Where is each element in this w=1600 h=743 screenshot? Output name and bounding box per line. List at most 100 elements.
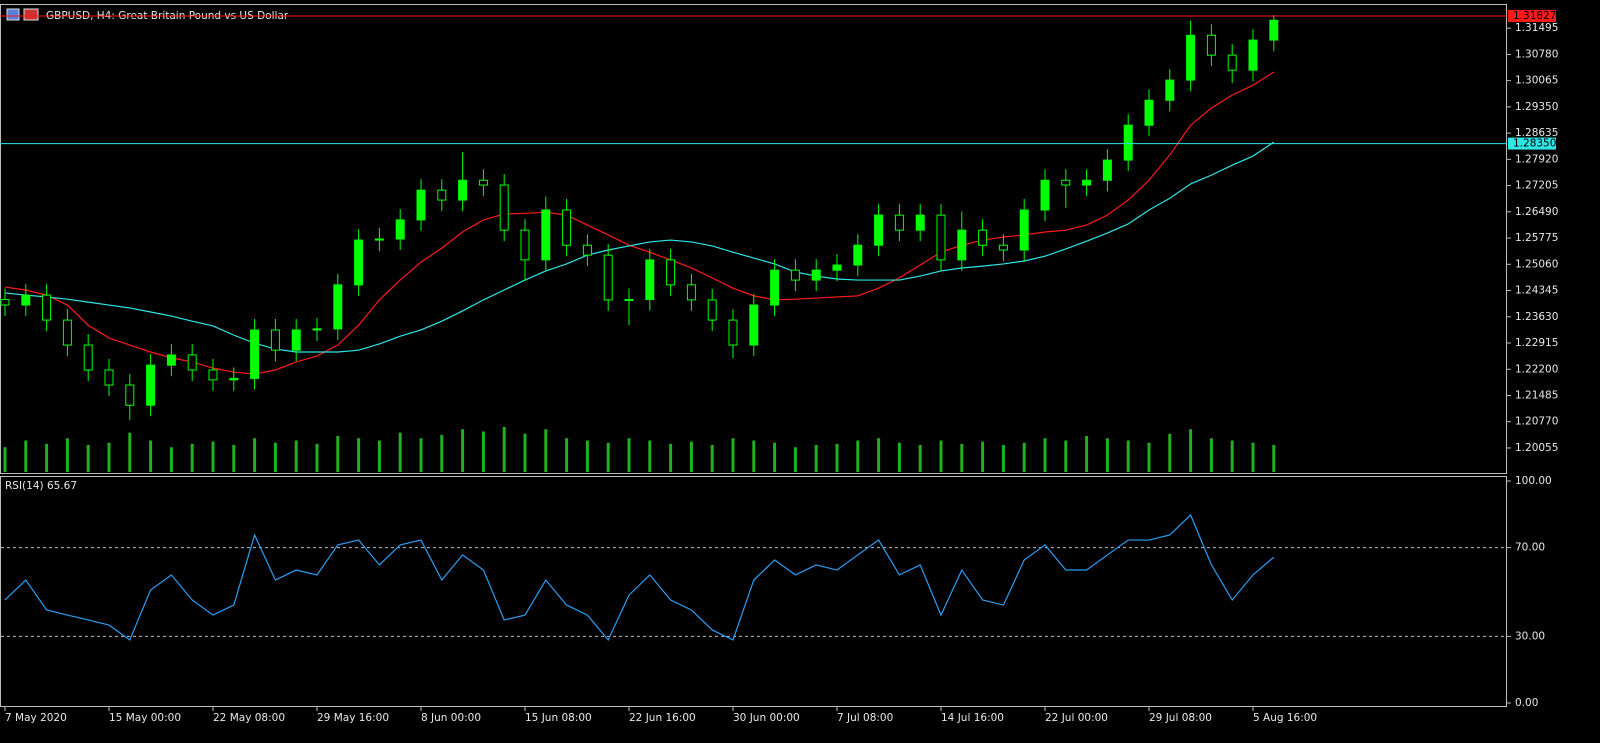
volume-bar bbox=[357, 438, 361, 472]
icon-window bbox=[6, 8, 20, 21]
volume-bar bbox=[648, 440, 652, 472]
x-tick-label: 8 Jun 00:00 bbox=[421, 712, 481, 724]
volume-bar bbox=[1001, 445, 1005, 472]
price-level-box bbox=[1508, 9, 1556, 22]
volume-bar bbox=[169, 447, 173, 472]
volume-bar bbox=[1168, 433, 1172, 472]
candle-body bbox=[686, 284, 696, 301]
volume-bar bbox=[773, 442, 777, 472]
candle-body bbox=[1206, 34, 1216, 56]
x-tick-label: 22 May 08:00 bbox=[213, 712, 285, 724]
candle-body bbox=[125, 384, 135, 406]
y-tick-label: 1.27920 bbox=[1515, 153, 1558, 165]
candle-body bbox=[395, 219, 405, 240]
volume-bar bbox=[981, 441, 985, 472]
volume-bar bbox=[253, 438, 257, 472]
candle-body bbox=[707, 299, 717, 321]
x-tick-label: 7 May 2020 bbox=[5, 712, 67, 724]
volume-bar bbox=[814, 445, 818, 472]
volume-bar bbox=[1022, 442, 1026, 472]
volume-bar bbox=[440, 434, 444, 472]
volume-bar bbox=[752, 440, 756, 472]
volume-bar bbox=[606, 442, 610, 472]
candle-body bbox=[541, 209, 551, 261]
y-tick-label: 1.27205 bbox=[1515, 180, 1558, 192]
candle-body bbox=[291, 329, 301, 351]
x-tick-label: 5 Aug 16:00 bbox=[1253, 712, 1317, 724]
x-tick-label: 15 May 00:00 bbox=[109, 712, 181, 724]
y-tick-label: 1.26490 bbox=[1515, 206, 1558, 218]
volume-bar bbox=[897, 442, 901, 472]
volume-bar bbox=[232, 445, 236, 472]
candle-body bbox=[478, 179, 488, 186]
volume-bar bbox=[377, 440, 381, 472]
volume-bar bbox=[960, 443, 964, 472]
y-tick-label: 0.00 bbox=[1515, 697, 1538, 709]
candle-body bbox=[416, 189, 426, 221]
candle-body bbox=[1186, 34, 1196, 81]
candle-body bbox=[166, 354, 176, 366]
candle-body bbox=[42, 294, 52, 321]
candle-body bbox=[1144, 99, 1154, 126]
volume-bar bbox=[336, 436, 340, 472]
y-tick-label: 1.29350 bbox=[1515, 101, 1558, 113]
volume-bar bbox=[1147, 442, 1151, 472]
x-tick-label: 7 Jul 08:00 bbox=[837, 712, 893, 724]
rsi-title: RSI(14) 65.67 bbox=[5, 480, 77, 492]
y-tick-label: 1.22200 bbox=[1515, 363, 1558, 375]
volume-bar bbox=[190, 443, 194, 472]
y-tick-label: 1.30780 bbox=[1515, 48, 1558, 60]
candle-body bbox=[790, 269, 800, 281]
x-tick-label: 29 Jul 08:00 bbox=[1149, 712, 1212, 724]
candle-body bbox=[645, 259, 655, 301]
volume-bar bbox=[273, 442, 277, 472]
volume-bar bbox=[502, 427, 506, 472]
volume-bar bbox=[1189, 429, 1193, 472]
candle-body bbox=[749, 304, 759, 346]
candle-body bbox=[1082, 179, 1092, 186]
volume-bar bbox=[877, 438, 881, 472]
candle-body bbox=[21, 294, 31, 306]
candle-body bbox=[104, 369, 114, 386]
candle-body bbox=[624, 299, 634, 302]
candle-body bbox=[894, 214, 904, 231]
y-tick-label: 30.00 bbox=[1515, 630, 1545, 642]
volume-bar bbox=[45, 443, 49, 472]
volume-bar bbox=[856, 440, 860, 472]
volume-bar bbox=[731, 438, 735, 472]
candle-body bbox=[957, 229, 967, 261]
volume-bar bbox=[523, 433, 527, 472]
y-tick-label: 1.22915 bbox=[1515, 337, 1558, 349]
volume-bar bbox=[315, 443, 319, 472]
y-tick-label: 1.30065 bbox=[1515, 75, 1558, 87]
candle-body bbox=[1123, 124, 1133, 161]
candle-body bbox=[853, 244, 863, 266]
y-tick-label: 1.23630 bbox=[1515, 311, 1558, 323]
volume-bar bbox=[294, 440, 298, 472]
x-tick-label: 29 May 16:00 bbox=[317, 712, 389, 724]
candle-body bbox=[270, 329, 280, 351]
volume-bar bbox=[3, 447, 7, 472]
volume-bar bbox=[398, 432, 402, 472]
candle-body bbox=[603, 254, 613, 301]
moving-average bbox=[4, 71, 1275, 375]
candle-body bbox=[83, 344, 93, 371]
rsi-panel-frame bbox=[0, 476, 1507, 707]
candle-body bbox=[936, 214, 946, 261]
symbol-icon bbox=[6, 8, 39, 21]
volume-bar bbox=[65, 438, 69, 472]
candle-body bbox=[832, 264, 842, 271]
candle-body bbox=[1227, 54, 1237, 71]
candle-body bbox=[333, 284, 343, 330]
volume-bar bbox=[1105, 438, 1109, 472]
price-level-label: 1.28350 bbox=[1513, 138, 1556, 150]
volume-bar bbox=[86, 445, 90, 472]
volume-bar bbox=[24, 440, 28, 472]
volume-bar bbox=[565, 438, 569, 472]
candle-body bbox=[582, 244, 592, 256]
candle-body bbox=[0, 299, 10, 306]
candle-body bbox=[978, 229, 988, 246]
volume-bar bbox=[793, 447, 797, 472]
